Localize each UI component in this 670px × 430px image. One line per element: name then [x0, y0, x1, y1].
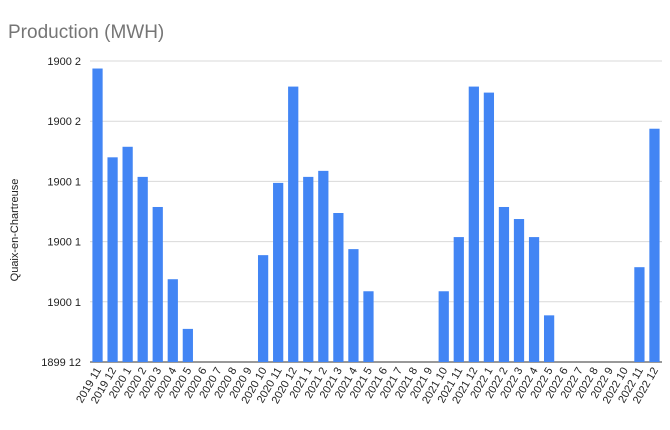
- bar-2021-11: [453, 237, 464, 362]
- bar-2022-11: [634, 267, 645, 362]
- gridlines: [90, 60, 662, 363]
- y-tick-label: 1899 12: [41, 357, 81, 369]
- bars: [92, 68, 660, 363]
- bar-2021-12: [468, 86, 479, 363]
- bar-2022-4: [528, 237, 540, 362]
- bar-2020-11: [273, 182, 284, 362]
- bar-2021-4: [348, 249, 359, 362]
- bar-2021-3: [333, 213, 344, 362]
- chart-title: Production (MWH): [8, 22, 164, 43]
- bar-2021-5: [363, 291, 374, 362]
- bar-2022-3: [513, 219, 525, 362]
- y-tick-label: 1900 1: [47, 176, 81, 188]
- y-tick-label: 1900 1: [47, 237, 81, 249]
- bar-2020-10: [257, 255, 269, 362]
- bar-2020-1: [122, 146, 133, 362]
- y-tick-label: 1900 1: [47, 297, 81, 309]
- bar-2022-12: [649, 128, 660, 362]
- bar-2022-1: [483, 92, 495, 362]
- bar-2021-2: [318, 170, 329, 362]
- y-tick-label: 1900 2: [47, 116, 81, 128]
- bar-2019-12: [107, 157, 118, 362]
- bar-2020-3: [152, 206, 163, 362]
- bar-2022-2: [498, 206, 510, 362]
- bar-2020-2: [137, 176, 148, 362]
- bar-2021-1: [303, 176, 314, 362]
- bar-2021-10: [438, 291, 449, 362]
- bar-2019-11: [92, 68, 103, 363]
- bar-2020-4: [167, 279, 178, 362]
- bar-2020-5: [182, 328, 193, 362]
- y-axis-ticks: 1899 12 1900 1 1900 1 1900 1 1900 2 1900 2: [41, 56, 81, 369]
- bar-2020-12: [288, 86, 299, 363]
- y-axis-label: Quaix-en-Chartreuse: [9, 179, 21, 282]
- y-tick-label: 1900 2: [47, 56, 81, 68]
- bar-2022-5: [543, 315, 555, 362]
